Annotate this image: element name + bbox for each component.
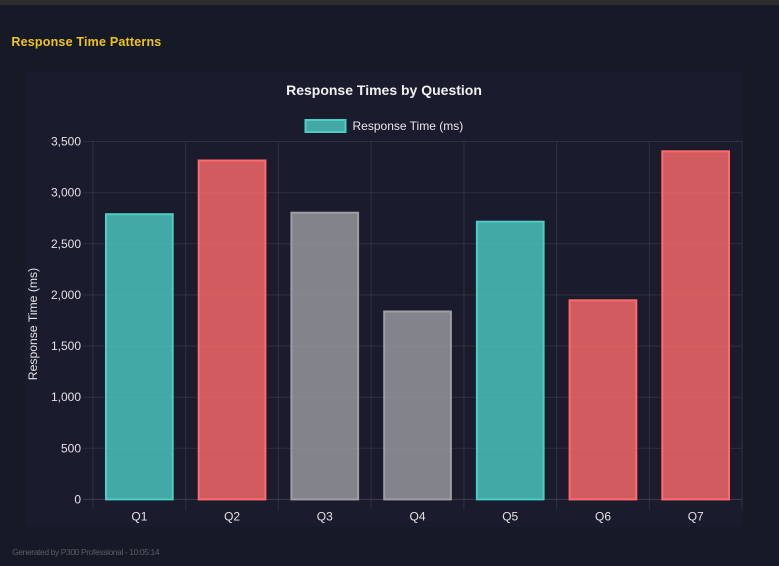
svg-text:Q6: Q6 xyxy=(595,509,611,523)
svg-text:Q3: Q3 xyxy=(317,509,333,523)
svg-text:Response Time (ms): Response Time (ms) xyxy=(26,268,40,380)
svg-text:1,500: 1,500 xyxy=(51,339,81,353)
svg-text:1,000: 1,000 xyxy=(51,390,81,404)
svg-text:Q4: Q4 xyxy=(409,509,425,523)
svg-text:3,500: 3,500 xyxy=(51,135,81,149)
svg-text:Response Time (ms): Response Time (ms) xyxy=(353,119,464,133)
svg-text:Q2: Q2 xyxy=(224,509,240,523)
svg-text:Q5: Q5 xyxy=(502,509,518,523)
svg-text:3,000: 3,000 xyxy=(51,186,81,200)
svg-text:Q1: Q1 xyxy=(131,509,147,523)
svg-text:2,000: 2,000 xyxy=(51,288,81,302)
svg-text:500: 500 xyxy=(61,441,81,455)
svg-text:0: 0 xyxy=(74,492,81,506)
svg-text:Response Times by Question: Response Times by Question xyxy=(286,82,482,98)
svg-text:Q7: Q7 xyxy=(688,509,704,523)
svg-text:2,500: 2,500 xyxy=(51,237,81,251)
